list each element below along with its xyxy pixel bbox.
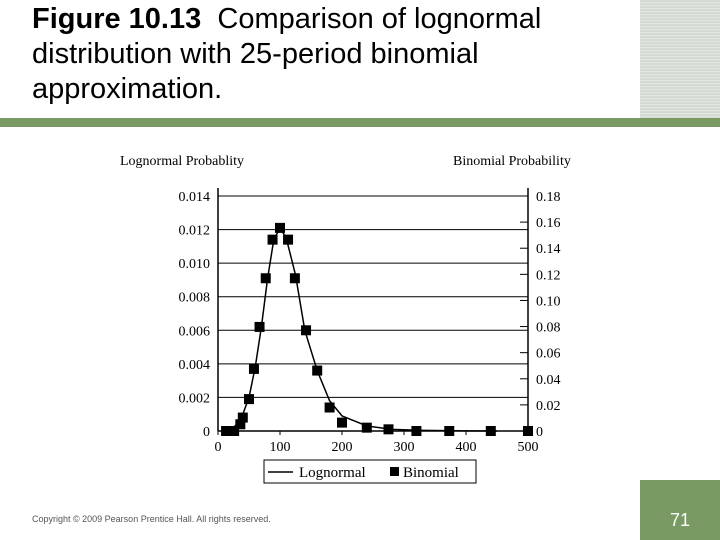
binomial-point — [485, 426, 496, 436]
x-tick-label: 200 — [332, 440, 353, 455]
binomial-point — [324, 402, 335, 413]
binomial-point — [337, 417, 347, 428]
y-right-tick-label: 0.10 — [536, 294, 561, 309]
binomial-point — [235, 419, 246, 430]
y-right-tick-label: 0.16 — [536, 216, 561, 231]
binomial-point — [221, 426, 232, 436]
binomial-point — [229, 426, 240, 436]
page-number-box: 71 — [640, 480, 720, 540]
binomial-point — [312, 365, 323, 376]
y-right-tick-label: 0 — [536, 425, 543, 440]
y-left-tick-label: 0.008 — [179, 291, 211, 306]
binomial-point — [267, 234, 278, 245]
binomial-point — [301, 325, 312, 336]
binomial-point — [283, 234, 294, 245]
legend-lognormal-label: Lognormal — [299, 465, 366, 481]
y-right-tick-label: 0.14 — [536, 242, 561, 257]
y-right-tick-label: 0.18 — [536, 190, 561, 205]
copyright-notice: Copyright © 2009 Pearson Prentice Hall. … — [32, 514, 271, 524]
y-left-tick-label: 0.002 — [179, 391, 211, 406]
binomial-point — [289, 273, 300, 284]
binomial-point — [444, 426, 455, 436]
x-tick-label: 100 — [270, 440, 291, 455]
binomial-point — [254, 321, 265, 332]
title-divider-bar — [0, 118, 720, 127]
axes — [217, 188, 529, 435]
lognormal-line — [226, 227, 498, 432]
binomial-point — [260, 273, 271, 284]
y-left-tick-label: 0.004 — [179, 358, 211, 373]
header-texture — [640, 0, 720, 118]
legend: Lognormal Binomial — [263, 459, 477, 484]
x-tick-label: 500 — [518, 440, 539, 455]
y-left-axis-label: Lognormal Probablity — [120, 154, 244, 169]
x-tick-label: 400 — [456, 440, 477, 455]
y-right-tick-label: 0.06 — [536, 347, 561, 362]
y-right-axis-label: Binomial Probability — [453, 154, 571, 169]
chart-area: Lognormal Probablity Binomial Probabilit… — [0, 127, 720, 497]
lognormal-binomial-chart: Lognormal Probablity Binomial Probabilit… — [120, 154, 571, 484]
binomial-point — [411, 426, 422, 436]
binomial-series — [221, 222, 533, 436]
y-left-tick-label: 0.014 — [179, 190, 211, 205]
x-tick-label: 300 — [394, 440, 415, 455]
legend-binomial-label: Binomial — [403, 465, 459, 481]
y-right-tick-label: 0.02 — [536, 399, 561, 414]
legend-box — [263, 459, 477, 484]
binomial-point — [237, 412, 248, 423]
binomial-point — [248, 363, 259, 374]
slide-title: Figure 10.13 Comparison of lognormal dis… — [32, 2, 632, 107]
figure-caption: Comparison of lognormal distribution wit… — [32, 3, 542, 105]
figure-number: Figure 10.13 — [32, 3, 202, 35]
binomial-point — [244, 394, 254, 405]
binomial-point — [523, 426, 533, 436]
y-right-tick-label: 0.12 — [536, 268, 561, 283]
page-number: 71 — [669, 510, 691, 530]
legend-binomial-swatch — [390, 467, 399, 476]
binomial-point — [383, 424, 394, 435]
y-right-tick-label: 0.04 — [536, 373, 561, 388]
y-left-tick-label: 0.006 — [179, 324, 211, 339]
tick-labels: 0 0.002 0.004 0.006 0.008 0.010 0.012 0.014 0 0.0… — [179, 190, 561, 455]
binomial-point — [275, 222, 285, 233]
lognormal-series — [226, 227, 498, 432]
y-left-tick-label: 0.010 — [179, 257, 211, 272]
y-left-tick-label: 0 — [203, 425, 210, 440]
y-left-tick-label: 0.012 — [179, 224, 211, 239]
x-tick-label: 0 — [215, 440, 222, 455]
y-right-tick-label: 0.08 — [536, 321, 561, 336]
binomial-point — [361, 422, 372, 433]
